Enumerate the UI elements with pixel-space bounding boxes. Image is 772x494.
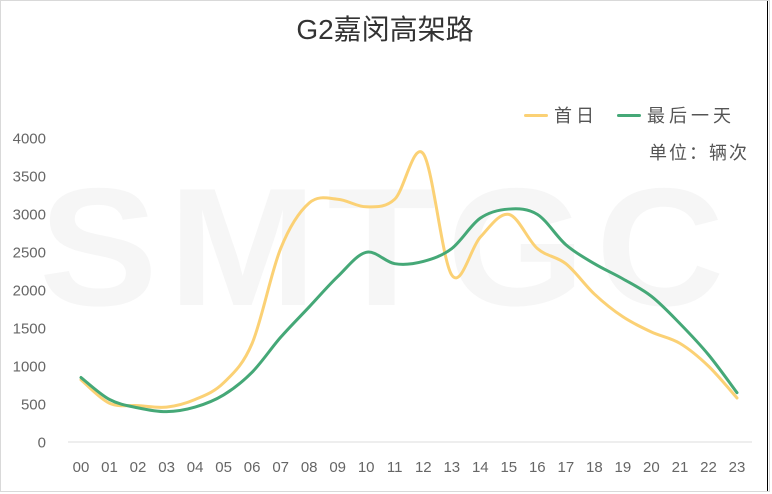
svg-text:0: 0 [38,435,46,452]
svg-text:08: 08 [301,459,318,476]
svg-text:1500: 1500 [13,321,46,338]
svg-text:13: 13 [443,459,460,476]
svg-text:21: 21 [672,459,689,476]
svg-text:10: 10 [358,459,375,476]
svg-text:1000: 1000 [13,359,46,376]
svg-text:500: 500 [21,397,46,414]
svg-text:22: 22 [700,459,717,476]
svg-text:18: 18 [586,459,603,476]
svg-text:01: 01 [101,459,118,476]
svg-text:17: 17 [558,459,575,476]
svg-text:09: 09 [329,459,346,476]
svg-text:03: 03 [158,459,175,476]
svg-text:02: 02 [130,459,147,476]
svg-text:2000: 2000 [13,283,46,300]
svg-text:04: 04 [187,459,204,476]
svg-text:15: 15 [500,459,517,476]
svg-text:3500: 3500 [13,169,46,186]
svg-text:3000: 3000 [13,207,46,224]
svg-text:05: 05 [215,459,232,476]
svg-text:06: 06 [244,459,261,476]
svg-text:4000: 4000 [13,131,46,148]
svg-text:20: 20 [643,459,660,476]
svg-text:11: 11 [387,459,403,476]
svg-text:23: 23 [729,459,746,476]
svg-text:16: 16 [529,459,546,476]
svg-text:14: 14 [472,459,489,476]
svg-text:00: 00 [73,459,90,476]
svg-text:07: 07 [272,459,289,476]
svg-text:19: 19 [615,459,632,476]
svg-text:12: 12 [415,459,432,476]
svg-text:2500: 2500 [13,245,46,262]
